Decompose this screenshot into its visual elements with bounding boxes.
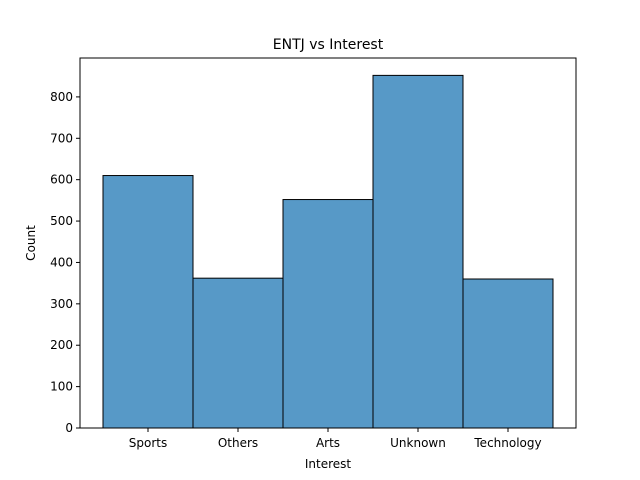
y-tick-label: 500 (50, 214, 73, 228)
y-tick-label: 100 (50, 380, 73, 394)
y-axis: 0 100 200 300 400 500 600 700 800 (50, 90, 80, 435)
bars-group (102, 74, 554, 429)
bar-sports (102, 175, 194, 429)
x-tick-label-technology: Technology (473, 436, 541, 450)
y-tick-label: 0 (65, 421, 73, 435)
x-tick-label-unknown: Unknown (390, 436, 446, 450)
y-tick-label: 800 (50, 90, 73, 104)
x-axis: Sports Others Arts Unknown Technology (129, 428, 542, 450)
y-tick-label: 200 (50, 338, 73, 352)
x-tick-label-sports: Sports (129, 436, 167, 450)
y-tick-label: 600 (50, 173, 73, 187)
chart-title: ENTJ vs Interest (273, 37, 384, 53)
y-tick-label: 300 (50, 297, 73, 311)
x-axis-label: Interest (305, 457, 352, 471)
bar-technology (462, 278, 554, 429)
bar-arts (282, 199, 374, 429)
y-tick-label: 400 (50, 255, 73, 269)
x-tick-label-arts: Arts (316, 436, 340, 450)
y-tick-label: 700 (50, 131, 73, 145)
x-tick-label-others: Others (218, 436, 258, 450)
bar-others (192, 277, 284, 429)
y-axis-label: Count (24, 225, 38, 261)
bar-unknown (372, 74, 464, 429)
